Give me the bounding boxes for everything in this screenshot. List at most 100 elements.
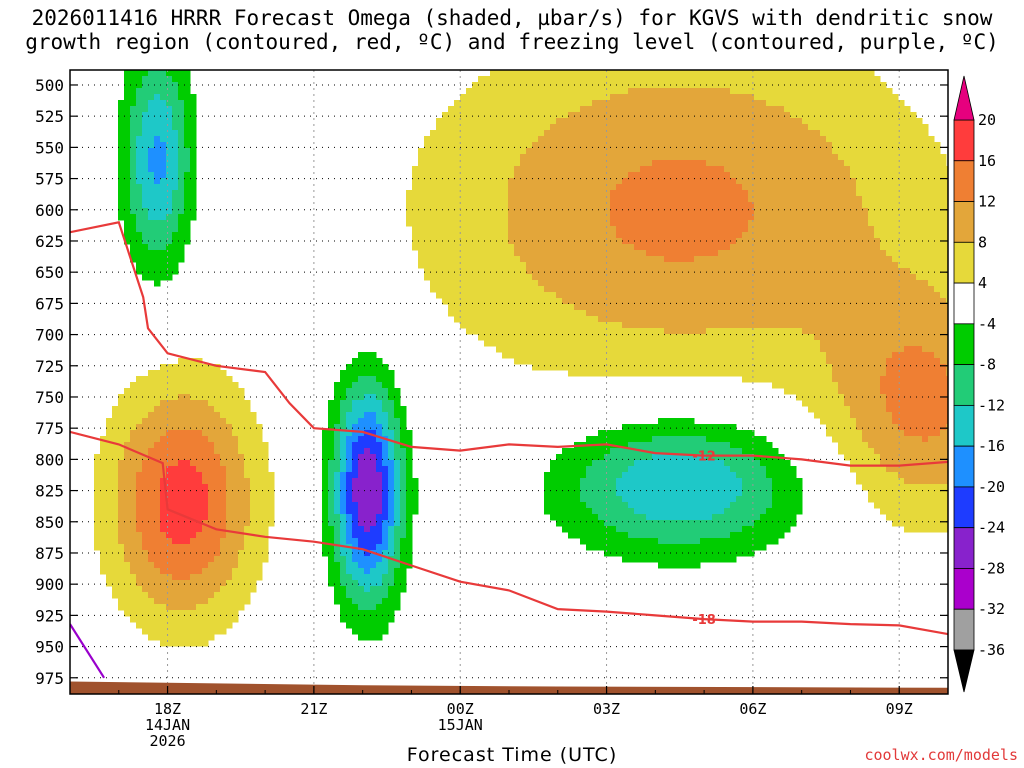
omega-cell	[376, 418, 383, 425]
omega-cell	[226, 466, 233, 473]
omega-cell	[682, 136, 689, 143]
omega-cell	[196, 592, 203, 599]
omega-cell	[406, 472, 413, 479]
omega-cell	[616, 268, 623, 275]
omega-cell	[682, 424, 689, 431]
omega-cell	[142, 556, 149, 563]
omega-cell	[616, 256, 623, 263]
omega-cell	[388, 598, 395, 605]
omega-cell	[166, 640, 173, 647]
omega-cell	[484, 166, 491, 173]
omega-cell	[376, 628, 383, 635]
omega-cell	[238, 598, 245, 605]
omega-cell	[586, 502, 593, 509]
omega-cell	[622, 190, 629, 197]
omega-cell	[166, 490, 173, 497]
omega-cell	[130, 166, 137, 173]
omega-cell	[586, 328, 593, 335]
omega-cell	[574, 466, 581, 473]
omega-cell	[148, 586, 155, 593]
omega-cell	[706, 214, 713, 221]
omega-cell	[172, 574, 179, 581]
omega-cell	[148, 118, 155, 125]
omega-cell	[556, 142, 563, 149]
omega-cell	[550, 484, 557, 491]
omega-cell	[694, 304, 701, 311]
omega-cell	[700, 106, 707, 113]
omega-cell	[700, 328, 707, 335]
omega-cell	[232, 484, 239, 491]
omega-cell	[430, 148, 437, 155]
omega-cell	[370, 490, 377, 497]
omega-cell	[418, 172, 425, 179]
omega-cell	[406, 208, 413, 215]
omega-cell	[514, 100, 521, 107]
omega-cell	[460, 184, 467, 191]
omega-cell	[544, 280, 551, 287]
omega-cell	[196, 640, 203, 647]
omega-cell	[676, 556, 683, 563]
omega-cell	[340, 568, 347, 575]
omega-cell	[604, 514, 611, 521]
omega-cell	[220, 604, 227, 611]
omega-cell	[190, 388, 197, 395]
omega-cell	[364, 448, 371, 455]
omega-cell	[424, 244, 431, 251]
omega-cell	[562, 142, 569, 149]
omega-cell	[700, 472, 707, 479]
omega-cell	[118, 154, 125, 161]
omega-cell	[208, 544, 215, 551]
omega-cell	[130, 532, 137, 539]
omega-cell	[178, 454, 185, 461]
omega-cell	[190, 124, 197, 131]
omega-cell	[544, 76, 551, 83]
omega-cell	[706, 310, 713, 317]
omega-cell	[190, 622, 197, 629]
omega-cell	[514, 310, 521, 317]
omega-cell	[172, 370, 179, 377]
omega-cell	[682, 112, 689, 119]
omega-cell	[598, 118, 605, 125]
omega-cell	[502, 124, 509, 131]
omega-cell	[676, 220, 683, 227]
omega-cell	[448, 202, 455, 209]
omega-cell	[604, 142, 611, 149]
omega-cell	[580, 304, 587, 311]
omega-cell	[484, 214, 491, 221]
omega-cell	[202, 538, 209, 545]
omega-cell	[190, 142, 197, 149]
omega-cell	[670, 538, 677, 545]
omega-cell	[592, 466, 599, 473]
omega-cell	[574, 496, 581, 503]
omega-cell	[328, 454, 335, 461]
omega-cell	[550, 352, 557, 359]
omega-cell	[184, 232, 191, 239]
omega-cell	[586, 100, 593, 107]
omega-cell	[616, 328, 623, 335]
omega-cell	[580, 526, 587, 533]
omega-cell	[424, 172, 431, 179]
omega-cell	[664, 538, 671, 545]
omega-cell	[154, 244, 161, 251]
omega-cell	[454, 154, 461, 161]
omega-cell	[634, 328, 641, 335]
omega-cell	[328, 430, 335, 437]
omega-cell	[556, 184, 563, 191]
omega-cell	[358, 430, 365, 437]
omega-cell	[184, 532, 191, 539]
omega-cell	[628, 532, 635, 539]
omega-cell	[622, 436, 629, 443]
omega-cell	[130, 148, 137, 155]
omega-cell	[262, 544, 269, 551]
omega-cell	[694, 442, 701, 449]
omega-cell	[136, 148, 143, 155]
omega-cell	[172, 592, 179, 599]
omega-cell	[502, 328, 509, 335]
omega-cell	[388, 478, 395, 485]
omega-cell	[214, 436, 221, 443]
omega-cell	[490, 100, 497, 107]
omega-cell	[634, 538, 641, 545]
omega-cell	[166, 148, 173, 155]
omega-cell	[394, 412, 401, 419]
omega-cell	[178, 634, 185, 641]
